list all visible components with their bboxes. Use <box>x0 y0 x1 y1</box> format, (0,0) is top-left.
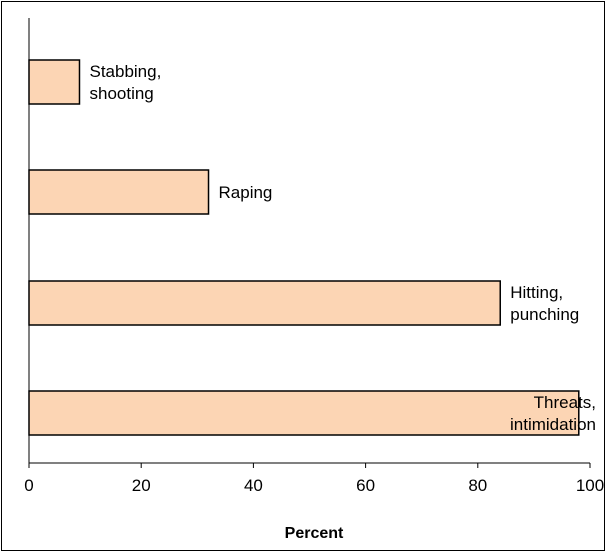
x-tick-label: 80 <box>468 476 487 495</box>
x-tick-label: 100 <box>576 476 604 495</box>
bar-label-line: Threats, <box>534 393 596 412</box>
x-tick-label: 0 <box>24 476 33 495</box>
bar-label-2: Hitting, punching <box>510 283 579 324</box>
bar-label-line: Hitting, <box>510 283 563 302</box>
x-tick-label: 60 <box>356 476 375 495</box>
bar-label-line: shooting <box>89 84 153 103</box>
bar-label-1: Raping <box>219 183 273 202</box>
bar-2 <box>28 280 501 326</box>
bar-3 <box>28 390 580 436</box>
x-tick-label: 40 <box>244 476 263 495</box>
bar-label-line: Stabbing, <box>89 62 161 81</box>
bar-label-line: Raping <box>219 183 273 202</box>
x-axis: 0 20 40 60 80 100 <box>24 18 604 495</box>
bar-label-3: Threats, intimidation <box>510 393 596 434</box>
bar-label-line: punching <box>510 305 579 324</box>
bar-0 <box>28 59 81 105</box>
bar-1 <box>28 169 210 215</box>
bar-label-line: intimidation <box>510 415 596 434</box>
x-axis-title: Percent <box>285 525 344 542</box>
x-tick-label: 20 <box>132 476 151 495</box>
bar-label-0: Stabbing, shooting <box>89 62 161 103</box>
bars-layer <box>28 59 580 436</box>
bar-labels-layer: Stabbing, shooting Raping Hitting, punching T… <box>89 62 596 434</box>
